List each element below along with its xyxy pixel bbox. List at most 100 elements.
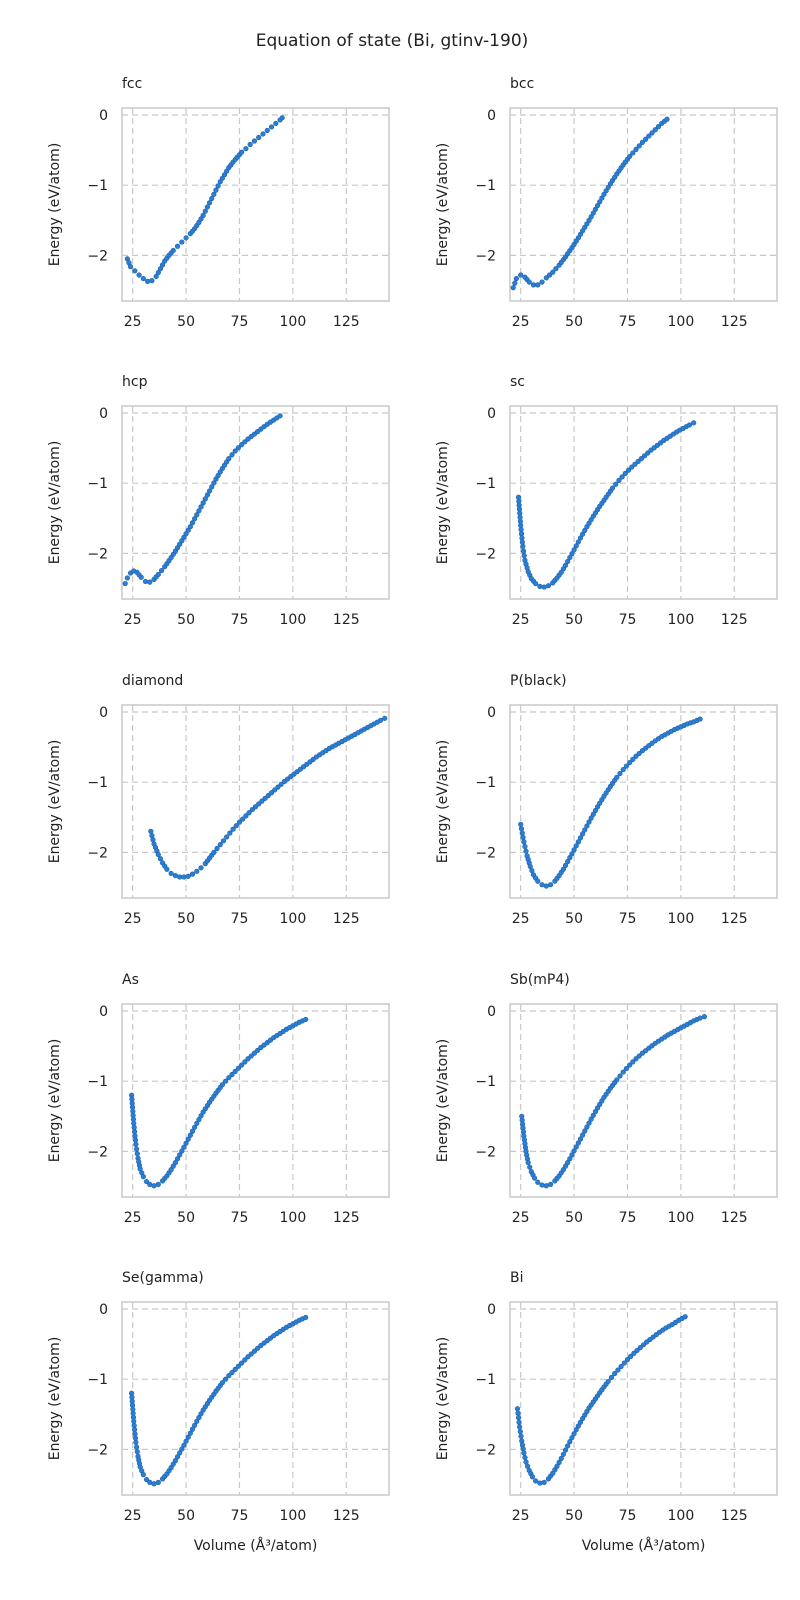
data-point <box>172 872 178 879</box>
data-point <box>577 1136 584 1142</box>
data-point <box>523 848 529 854</box>
data-point <box>213 187 219 193</box>
data-point <box>240 816 246 822</box>
data-point <box>571 1148 577 1154</box>
x-tick-label: 25 <box>124 911 142 927</box>
data-point <box>264 127 270 134</box>
panel-title: Se(gamma) <box>122 1270 204 1286</box>
data-point <box>529 868 535 874</box>
data-point <box>143 1178 150 1185</box>
data-point <box>575 539 581 545</box>
data-point <box>179 239 185 245</box>
data-point <box>131 1418 137 1424</box>
data-points <box>510 116 670 291</box>
y-tick-label: −2 <box>475 546 496 562</box>
data-point <box>529 1474 536 1480</box>
data-point <box>517 1424 523 1430</box>
data-point <box>255 1345 261 1351</box>
data-point <box>522 1454 528 1461</box>
data-point <box>192 1124 198 1130</box>
data-point <box>223 1376 229 1382</box>
y-tick-label: −1 <box>475 1372 496 1388</box>
data-point <box>514 1406 521 1412</box>
data-point <box>303 1016 309 1023</box>
data-point <box>515 1415 522 1421</box>
x-tick-label: 50 <box>177 612 195 628</box>
data-point <box>211 849 217 855</box>
y-tick-label: 0 <box>99 108 108 124</box>
data-point <box>518 826 525 832</box>
panel-7: Sb(mP4) 25 50 75 100 125 0 −1 −2 Energy (eV/atom) <box>435 972 778 1226</box>
y-tick-label: −1 <box>87 1074 108 1090</box>
data-points <box>124 115 285 284</box>
data-point <box>614 1077 620 1083</box>
x-tick-label: 50 <box>177 1210 195 1226</box>
data-points <box>518 716 703 889</box>
y-tick-label: −2 <box>87 546 108 562</box>
x-tick-label: 50 <box>177 1508 195 1524</box>
x-tick-label: 100 <box>280 911 307 927</box>
x-tick-label: 50 <box>177 911 195 927</box>
data-point <box>554 1463 560 1469</box>
x-tick-label: 25 <box>512 314 530 330</box>
data-point <box>533 580 539 587</box>
data-point <box>148 828 154 834</box>
data-points <box>514 1314 688 1486</box>
data-point <box>617 1073 623 1079</box>
data-point <box>243 813 249 819</box>
data-point <box>185 873 191 879</box>
y-tick-label: −1 <box>475 476 496 492</box>
plot-frame <box>121 405 390 600</box>
data-point <box>246 810 252 816</box>
data-point <box>235 1065 242 1071</box>
data-point <box>377 717 384 724</box>
panel-title: sc <box>510 374 525 390</box>
data-point <box>198 504 204 510</box>
data-point <box>235 445 242 451</box>
panel-6: As 25 50 75 100 125 0 −1 −2 Energy (eV/atom) <box>47 972 390 1226</box>
data-point <box>151 1481 157 1487</box>
data-point <box>622 470 628 476</box>
y-tick-label: 0 <box>99 406 108 422</box>
data-point <box>512 280 518 286</box>
panel-title: P(black) <box>510 673 567 689</box>
data-point <box>625 467 632 473</box>
data-point <box>616 477 622 483</box>
data-point <box>229 1071 235 1078</box>
data-point <box>226 1075 232 1081</box>
data-point <box>211 480 217 486</box>
data-point <box>525 1160 531 1166</box>
plot-frame <box>121 1003 390 1198</box>
data-point <box>638 456 644 462</box>
data-point <box>122 580 128 587</box>
data-point <box>537 1480 543 1486</box>
y-tick-label: −1 <box>87 775 108 791</box>
data-point <box>177 874 183 880</box>
data-point <box>701 1014 707 1020</box>
data-point <box>637 1345 643 1351</box>
panel-8: Se(gamma) 25 50 75 100 125 0 −1 −2 Energy (eV/ato… <box>47 1270 390 1554</box>
data-point <box>131 1422 137 1429</box>
data-point <box>517 1428 523 1435</box>
x-axis-label: Volume (Å³/atom) <box>194 1537 318 1554</box>
data-point <box>174 243 181 249</box>
data-point <box>183 1140 189 1146</box>
data-point <box>134 1449 140 1455</box>
y-axis-label: Energy (eV/atom) <box>47 441 63 565</box>
data-point <box>132 1129 138 1135</box>
x-tick-label: 75 <box>619 314 637 330</box>
x-tick-label: 75 <box>619 1508 637 1524</box>
y-tick-label: −1 <box>87 476 108 492</box>
data-point <box>147 1181 153 1187</box>
data-point <box>239 1062 245 1068</box>
data-point <box>223 1078 229 1084</box>
y-tick-label: 0 <box>99 1302 108 1318</box>
panel-title: As <box>122 972 139 988</box>
x-tick-label: 75 <box>231 612 249 628</box>
data-point <box>573 543 579 549</box>
data-point <box>537 583 543 589</box>
data-point <box>627 1062 633 1068</box>
data-point <box>219 1082 225 1088</box>
data-point <box>235 1363 242 1369</box>
x-tick-label: 125 <box>721 314 748 330</box>
